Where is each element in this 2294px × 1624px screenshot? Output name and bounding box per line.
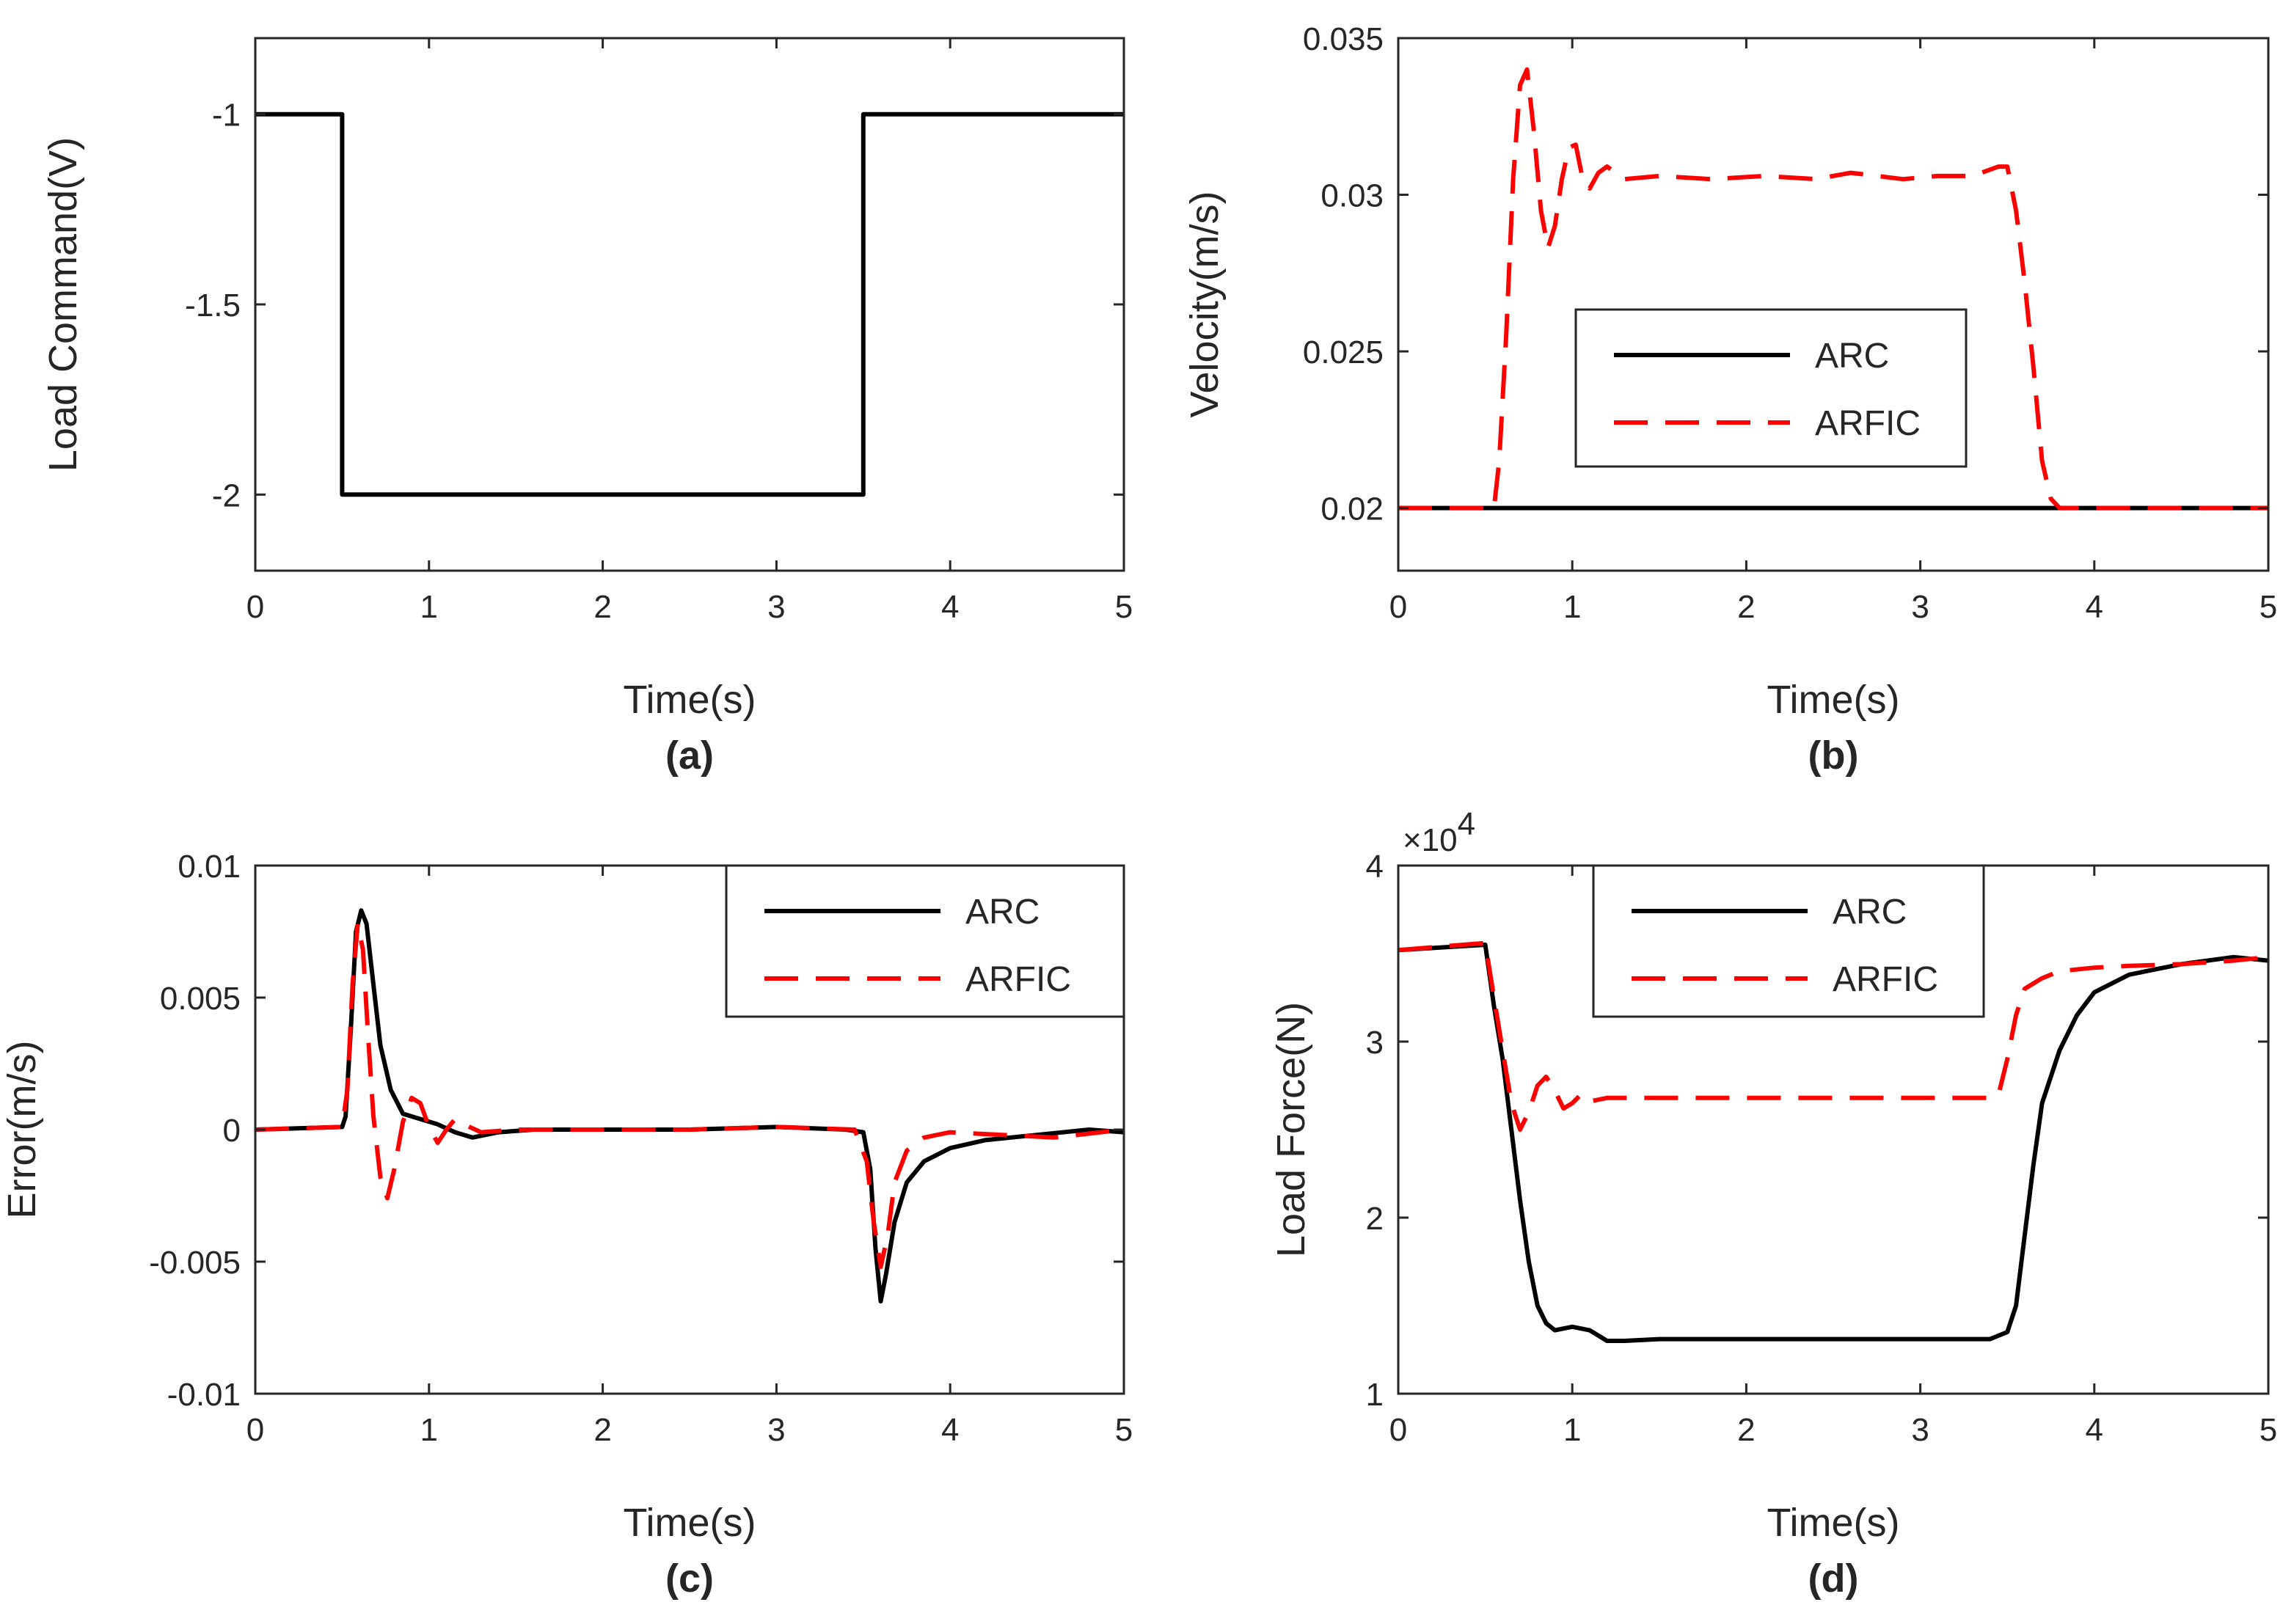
series-line-arc xyxy=(255,908,1124,1303)
x-axis-label: Time(s) xyxy=(1767,1501,1900,1545)
x-tick-label: 1 xyxy=(1563,1412,1581,1448)
legend-label-arfic: ARFIC xyxy=(1815,404,1921,443)
legend: ARC ARFIC xyxy=(1574,308,1968,468)
legend-label-arc: ARC xyxy=(1815,337,1889,376)
y-axis-label: Load Force(N) xyxy=(1269,1002,1313,1257)
x-tick-label: 3 xyxy=(1911,1412,1929,1448)
plot-frame xyxy=(254,37,1125,572)
x-axis-label: Time(s) xyxy=(624,678,756,722)
x-tick-label: 2 xyxy=(593,589,611,625)
x-tick-label: 2 xyxy=(593,1412,611,1448)
panel-caption: (d) xyxy=(1808,1557,1859,1601)
y-axis-label: Load Command(V) xyxy=(41,137,85,472)
x-tick-label: 5 xyxy=(2260,589,2277,625)
x-tick-label: 3 xyxy=(767,589,785,625)
x-tick-label: 1 xyxy=(420,1412,438,1448)
x-tick-label: 1 xyxy=(420,589,438,625)
y-tick-label: 3 xyxy=(1366,1025,1384,1061)
legend: ARC ARFIC xyxy=(1592,864,1985,1018)
legend-label-arfic: ARFIC xyxy=(965,960,1071,999)
legend-box xyxy=(725,864,1125,1018)
chart-c: 0 1 2 3 4 5 -0.01 -0.005 0 0.005 0.01 Time(s) Error(… xyxy=(0,849,1133,1601)
x-tick-label: 3 xyxy=(767,1412,785,1448)
x-tick-label: 1 xyxy=(1563,589,1581,625)
x-tick-label: 2 xyxy=(1737,1412,1755,1448)
series-line-arfic xyxy=(1398,67,2268,511)
x-tick-label: 4 xyxy=(941,1412,959,1448)
x-tick-label: 5 xyxy=(2260,1412,2277,1448)
y-tick-label: 0.02 xyxy=(1320,491,1384,527)
x-tick-label: 4 xyxy=(2086,1412,2103,1448)
legend-box xyxy=(1574,308,1968,468)
series-line-command xyxy=(255,111,1124,497)
x-tick-label: 0 xyxy=(246,1412,264,1448)
y-tick-label: 0.005 xyxy=(160,981,241,1017)
y-tick-label: 0.025 xyxy=(1303,334,1384,370)
chart-b: 0 1 2 3 4 5 0.02 0.025 0.03 0.035 Time(s) Velocity(… xyxy=(1183,21,2277,778)
y-tick-label: -0.01 xyxy=(167,1377,241,1413)
panel-caption: (b) xyxy=(1808,734,1859,778)
y-tick-label: 0.03 xyxy=(1320,178,1384,214)
x-axis-label: Time(s) xyxy=(1767,678,1900,722)
x-tick-label: 4 xyxy=(2086,589,2103,625)
chart-a: 0 1 2 3 4 5 -2 -1.5 -1 Time(s) Load Command(V) (a) xyxy=(41,37,1133,778)
x-tick-label: 0 xyxy=(1389,589,1407,625)
x-axis-label: Time(s) xyxy=(624,1501,756,1545)
x-tick-label: 4 xyxy=(941,589,959,625)
x-tick-label: 0 xyxy=(1389,1412,1407,1448)
y-axis-label: Velocity(m/s) xyxy=(1183,191,1227,417)
panel-caption: (a) xyxy=(665,734,714,778)
x-tick-label: 5 xyxy=(1115,589,1133,625)
x-tick-label: 2 xyxy=(1737,589,1755,625)
y-tick-label: -1.5 xyxy=(185,288,241,323)
y-tick-label: 0 xyxy=(223,1113,241,1149)
panel-caption: (c) xyxy=(665,1557,714,1601)
series-line-arfic xyxy=(1398,940,2268,1132)
y-tick-label: 0.035 xyxy=(1303,21,1384,57)
y-tick-label: -2 xyxy=(212,478,241,513)
x-tick-label: 3 xyxy=(1911,589,1929,625)
x-tick-label: 0 xyxy=(246,589,264,625)
legend-label-arfic: ARFIC xyxy=(1833,960,1938,999)
series-line-arc xyxy=(1398,943,2268,1343)
y-tick-label: 2 xyxy=(1366,1201,1384,1237)
y-scale-base: ×10 xyxy=(1403,822,1458,858)
y-tick-label: -0.005 xyxy=(149,1245,241,1281)
plot-frame xyxy=(1397,37,2270,572)
legend-box xyxy=(1592,864,1985,1018)
y-scale-multiplier: ×104 xyxy=(1403,806,1475,858)
legend: ARC ARFIC xyxy=(725,864,1125,1018)
y-scale-exponent: 4 xyxy=(1458,806,1475,842)
y-tick-label: -1 xyxy=(212,98,241,133)
x-tick-label: 5 xyxy=(1115,1412,1133,1448)
y-tick-label: 0.01 xyxy=(178,849,241,885)
legend-label-arc: ARC xyxy=(1833,893,1907,932)
legend-label-arc: ARC xyxy=(965,893,1040,932)
series-line-arfic xyxy=(255,921,1124,1270)
y-tick-label: 1 xyxy=(1366,1377,1384,1413)
y-tick-label: 4 xyxy=(1366,849,1384,885)
y-axis-label: Error(m/s) xyxy=(0,1041,44,1219)
